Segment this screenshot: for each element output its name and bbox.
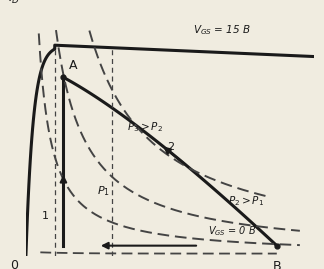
Text: $P_1$: $P_1$ <box>97 184 110 198</box>
Text: $P_3$$>$$P_2$: $P_3$$>$$P_2$ <box>127 120 163 134</box>
Text: 1: 1 <box>42 211 49 221</box>
Text: $P_2$$>$$P_1$: $P_2$$>$$P_1$ <box>228 194 264 208</box>
Text: $V_{GS}$ = 0 B: $V_{GS}$ = 0 B <box>208 224 256 238</box>
Text: 0: 0 <box>10 259 18 269</box>
Text: $I_D$: $I_D$ <box>8 0 20 6</box>
Text: 2: 2 <box>167 142 174 152</box>
Text: A: A <box>69 59 78 72</box>
Text: B: B <box>272 260 281 269</box>
Text: $V_{GS}$ = 15 B: $V_{GS}$ = 15 B <box>193 23 251 37</box>
